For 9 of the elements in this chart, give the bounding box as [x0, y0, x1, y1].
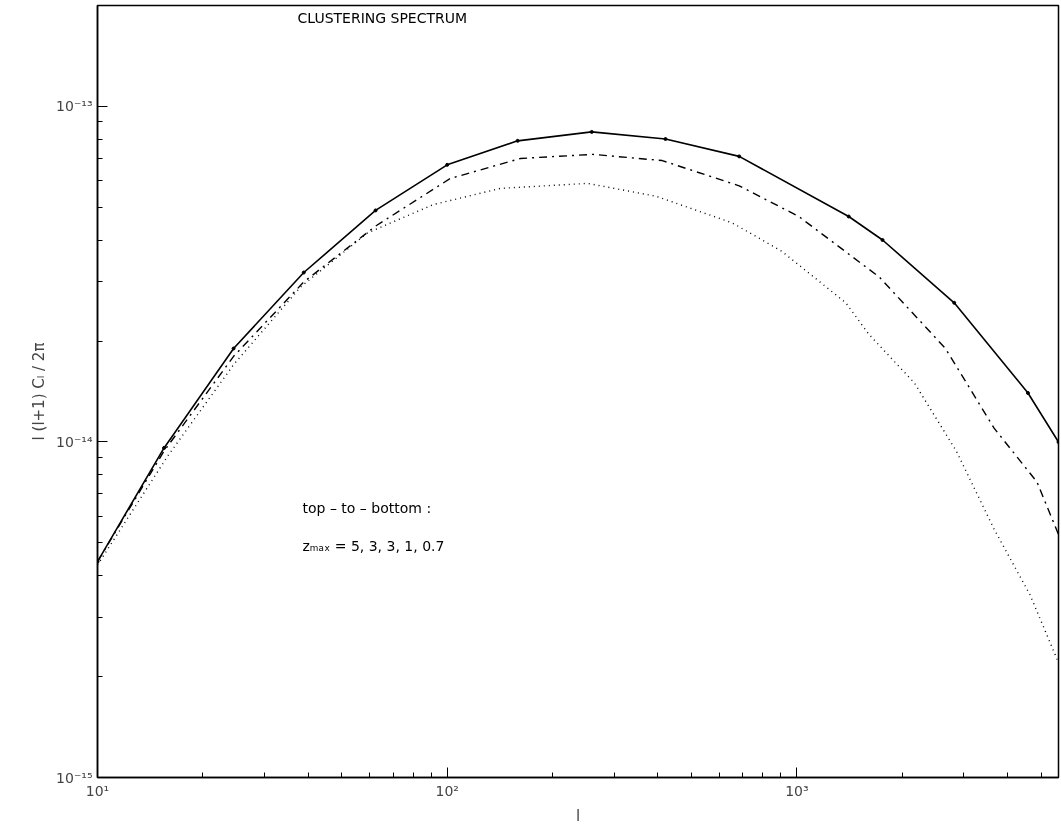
y-tick-label: 10⁻¹³ [56, 98, 93, 115]
x-axis-title: l [575, 806, 581, 825]
y-tick-label: 10⁻¹⁴ [56, 434, 93, 450]
annotation: CLUSTERING SPECTRUM [297, 9, 468, 26]
annotation: zₘₐₓ = 5, 3, 3, 1, 0.7 [302, 537, 445, 554]
y-axis-title: l (l+1) Cₗ / 2π [30, 342, 49, 441]
annotation: top – to – bottom : [302, 499, 432, 516]
x-tick-label: 10² [435, 782, 459, 799]
x-tick-label: 10³ [785, 782, 809, 799]
